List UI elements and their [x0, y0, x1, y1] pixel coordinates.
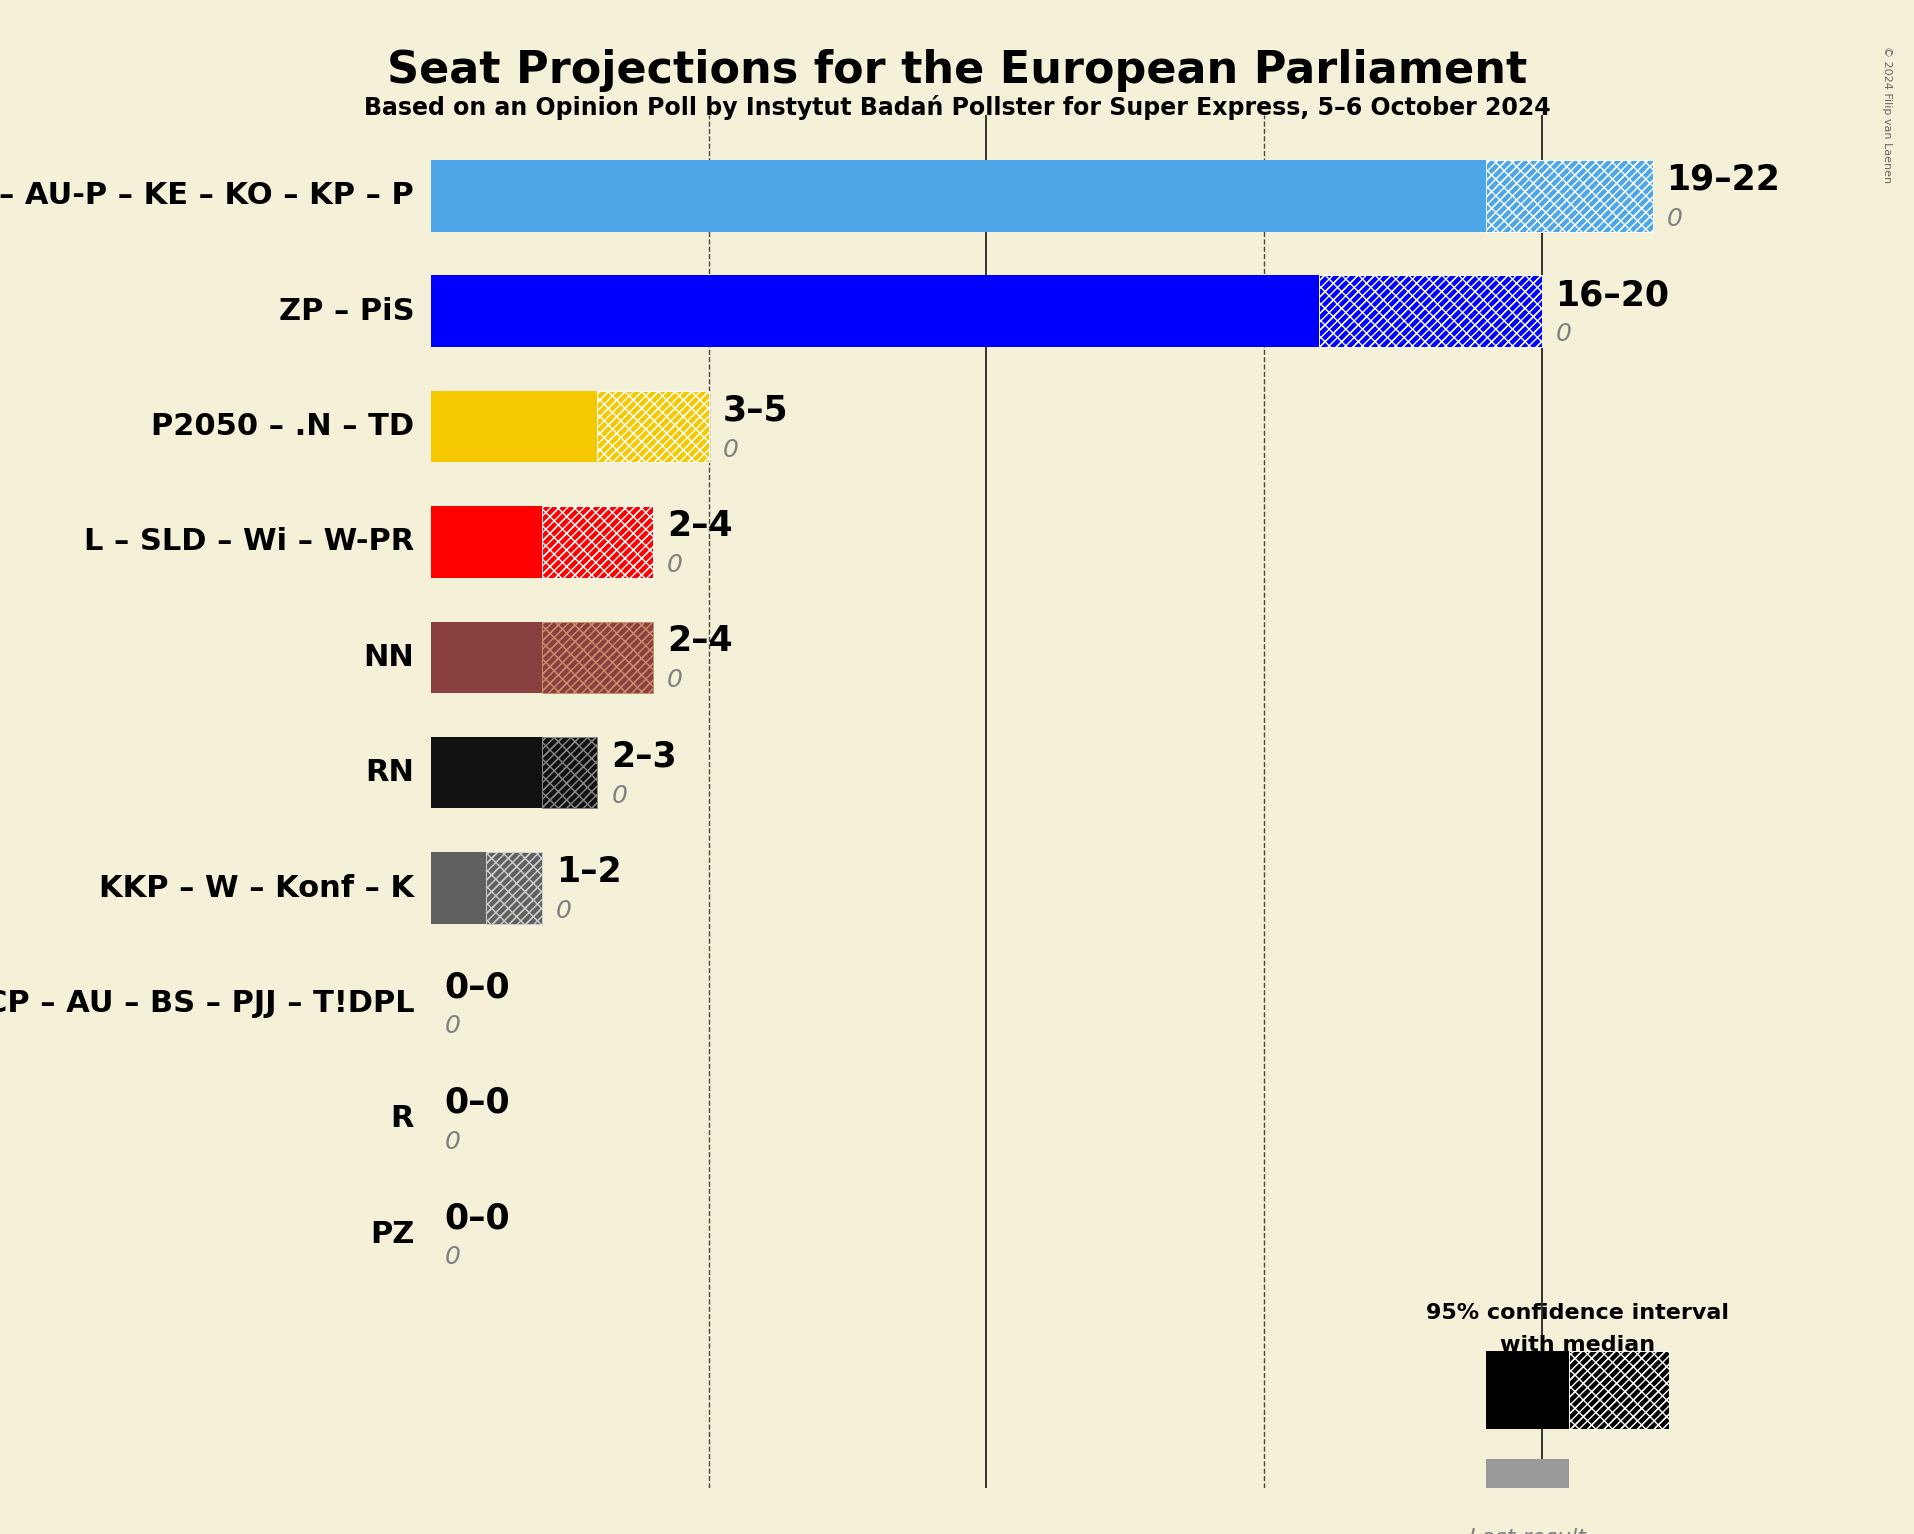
- Text: 2–4: 2–4: [666, 509, 733, 543]
- Bar: [486, 853, 542, 923]
- Bar: [542, 506, 653, 578]
- Text: Seat Projections for the European Parliament: Seat Projections for the European Parlia…: [387, 49, 1527, 92]
- Text: PO – PSL – IP – AU-P – KE – KO – KP – P: PO – PSL – IP – AU-P – KE – KO – KP – P: [0, 181, 413, 210]
- Bar: [597, 391, 708, 462]
- Bar: [1485, 160, 1652, 232]
- Bar: [431, 506, 542, 578]
- Text: 1–2: 1–2: [555, 854, 622, 888]
- Text: with median: with median: [1499, 1335, 1654, 1355]
- Text: 0: 0: [1554, 322, 1571, 347]
- Text: Based on an Opinion Poll by Instytut Badań Pollster for Super Express, 5–6 Octob: Based on an Opinion Poll by Instytut Bad…: [364, 95, 1550, 120]
- Bar: [1319, 276, 1541, 347]
- Text: R: R: [390, 1104, 413, 1134]
- Text: 16–20: 16–20: [1554, 278, 1669, 311]
- Text: 0: 0: [444, 1131, 461, 1154]
- Text: L – SLD – Wi – W-PR: L – SLD – Wi – W-PR: [84, 528, 413, 557]
- Text: © 2024 Filip van Laenen: © 2024 Filip van Laenen: [1881, 46, 1891, 183]
- Text: KKP – W – Konf – K: KKP – W – Konf – K: [100, 873, 413, 902]
- Bar: [1569, 1350, 1669, 1430]
- Bar: [542, 736, 597, 808]
- Text: 0: 0: [611, 784, 628, 808]
- Text: 0: 0: [666, 669, 683, 692]
- Text: 0–0: 0–0: [444, 1086, 511, 1120]
- Bar: [1485, 1459, 1569, 1502]
- Bar: [486, 853, 542, 923]
- Bar: [431, 160, 1485, 232]
- Text: PZ: PZ: [369, 1220, 413, 1249]
- Text: 0–0: 0–0: [444, 971, 511, 1005]
- Bar: [431, 391, 597, 462]
- Text: RN: RN: [366, 758, 413, 787]
- Text: 19–22: 19–22: [1665, 163, 1780, 196]
- Bar: [542, 621, 653, 693]
- Bar: [1569, 1350, 1669, 1430]
- Bar: [431, 276, 1319, 347]
- Text: 0: 0: [722, 437, 739, 462]
- Text: 2–3: 2–3: [611, 739, 678, 773]
- Bar: [542, 736, 597, 808]
- Text: 3–5: 3–5: [722, 393, 787, 428]
- Text: 0: 0: [1665, 207, 1682, 232]
- Bar: [431, 621, 542, 693]
- Text: 0: 0: [444, 1014, 461, 1039]
- Text: 2–4: 2–4: [666, 624, 733, 658]
- Bar: [1485, 160, 1652, 232]
- Bar: [1485, 1350, 1569, 1430]
- Text: Last result: Last result: [1468, 1528, 1585, 1534]
- Text: 0: 0: [444, 1246, 461, 1269]
- Bar: [597, 391, 708, 462]
- Text: NN: NN: [364, 643, 413, 672]
- Text: ZP – PiS: ZP – PiS: [278, 296, 413, 325]
- Text: 0: 0: [666, 552, 683, 577]
- Bar: [431, 853, 486, 923]
- Bar: [1319, 276, 1541, 347]
- Bar: [542, 621, 653, 693]
- Text: P2050 – .N – TD: P2050 – .N – TD: [151, 413, 413, 442]
- Bar: [431, 736, 542, 808]
- Text: 0–0: 0–0: [444, 1201, 511, 1235]
- Text: 0: 0: [555, 899, 572, 923]
- Text: CP – AU – BS – PJJ – T!DPL: CP – AU – BS – PJJ – T!DPL: [0, 989, 413, 1019]
- Bar: [542, 506, 653, 578]
- Text: 95% confidence interval: 95% confidence interval: [1426, 1302, 1728, 1322]
